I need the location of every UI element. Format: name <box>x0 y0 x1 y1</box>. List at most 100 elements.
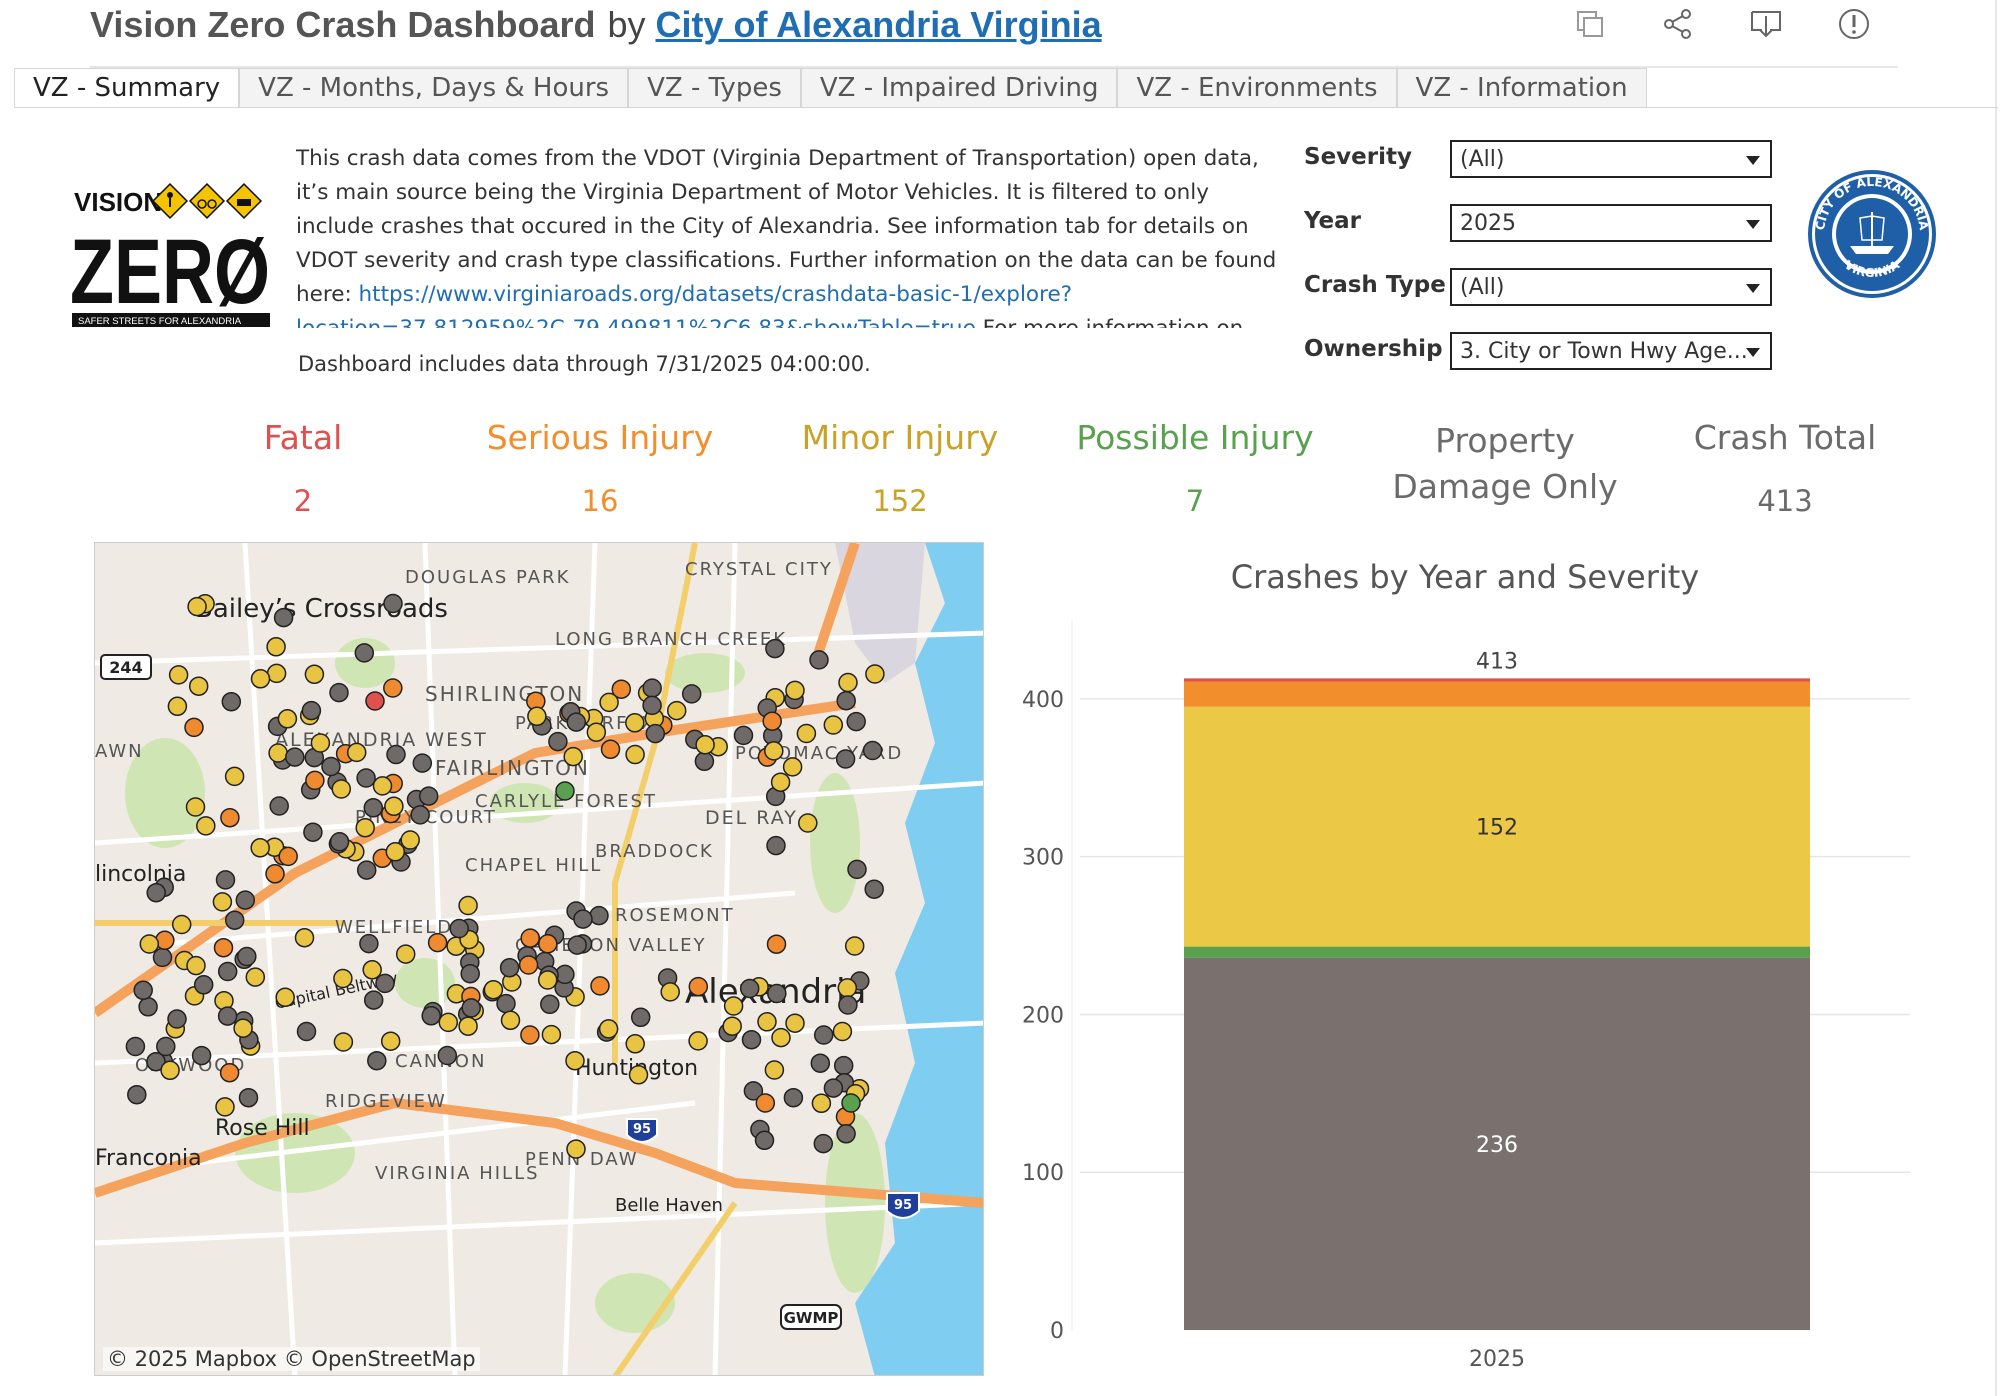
crash-point[interactable] <box>837 978 858 998</box>
tab-types[interactable]: VZ - Types <box>628 68 801 107</box>
crash-point[interactable] <box>268 743 288 763</box>
crash-point[interactable] <box>224 910 245 930</box>
crash-point[interactable] <box>187 596 207 617</box>
crash-point[interactable] <box>846 711 866 732</box>
crash-point[interactable] <box>400 830 420 850</box>
crash-point[interactable] <box>383 678 403 698</box>
crash-point[interactable] <box>586 722 607 742</box>
crash-point[interactable] <box>566 1139 586 1159</box>
crash-point[interactable] <box>782 757 803 777</box>
tab-summary[interactable]: VZ - Summary <box>14 68 240 107</box>
download-icon[interactable] <box>1748 6 1784 42</box>
crash-point[interactable] <box>168 665 189 685</box>
crash-point[interactable] <box>217 1006 238 1026</box>
crash-point[interactable] <box>363 990 384 1010</box>
crash-point[interactable] <box>238 1087 259 1108</box>
tab-months-days-hours[interactable]: VZ - Months, Days & Hours <box>239 68 629 107</box>
crash-point[interactable] <box>224 766 245 787</box>
crash-point[interactable] <box>305 770 325 791</box>
crash-point[interactable] <box>835 749 856 769</box>
crash-point[interactable] <box>185 797 206 817</box>
crash-point[interactable] <box>380 1031 401 1051</box>
crash-point[interactable] <box>269 796 289 816</box>
crash-point[interactable] <box>771 1027 791 1048</box>
crash-point[interactable] <box>660 982 680 1002</box>
crash-point[interactable] <box>796 723 817 744</box>
crash-point[interactable] <box>764 1060 785 1080</box>
crash-point[interactable] <box>362 960 382 980</box>
crash-point[interactable] <box>628 1065 649 1085</box>
crash-point[interactable] <box>841 1093 861 1113</box>
crash-point[interactable] <box>138 997 158 1017</box>
crash-point[interactable] <box>625 713 645 733</box>
crash-point[interactable] <box>215 870 236 890</box>
crash-point[interactable] <box>743 1081 764 1101</box>
crash-point[interactable] <box>346 742 367 763</box>
crash-point[interactable] <box>212 892 233 912</box>
crash-point[interactable] <box>625 1034 645 1054</box>
crash-point[interactable] <box>598 1019 619 1039</box>
crash-point[interactable] <box>642 695 662 716</box>
crash-point[interactable] <box>499 957 520 978</box>
crash-point[interactable] <box>458 895 478 916</box>
crash-point[interactable] <box>694 751 715 772</box>
crash-point[interactable] <box>266 637 286 657</box>
crash-point[interactable] <box>811 1093 832 1114</box>
map-canvas[interactable]: DOUGLAS PARK CRYSTAL CITY Bailey’s Crossro… <box>95 543 984 1376</box>
author-link[interactable]: City of Alexandria Virginia <box>655 4 1102 45</box>
crash-point[interactable] <box>785 680 805 701</box>
crash-point[interactable] <box>186 955 206 976</box>
crash-point[interactable] <box>278 846 298 867</box>
crash-point[interactable] <box>395 944 416 964</box>
map-attribution[interactable]: © 2025 Mapbox © OpenStreetMap <box>103 1347 480 1371</box>
crash-point[interactable] <box>723 996 744 1016</box>
crash-point[interactable] <box>823 715 844 735</box>
crash-point[interactable] <box>527 706 547 727</box>
crash-point[interactable] <box>167 1009 187 1029</box>
crash-point[interactable] <box>518 955 539 975</box>
crash-point[interactable] <box>303 822 323 842</box>
crash-point[interactable] <box>125 1036 146 1057</box>
crash-point[interactable] <box>354 643 375 663</box>
crash-point[interactable] <box>127 1084 147 1105</box>
crash-point[interactable] <box>642 678 662 698</box>
crash-point[interactable] <box>220 807 240 828</box>
crash-point[interactable] <box>146 882 166 903</box>
crash-point[interactable] <box>384 796 404 817</box>
tab-environments[interactable]: VZ - Environments <box>1117 68 1397 107</box>
crash-point[interactable] <box>630 1007 651 1028</box>
crash-point[interactable] <box>410 805 430 825</box>
crash-point[interactable] <box>566 712 587 732</box>
crash-point[interactable] <box>590 976 610 996</box>
crash-point[interactable] <box>754 1130 775 1151</box>
tab-information[interactable]: VZ - Information <box>1396 68 1647 107</box>
crash-point[interactable] <box>386 744 406 765</box>
crash-point[interactable] <box>167 696 188 717</box>
crash-point[interactable] <box>541 1024 562 1045</box>
crash-point[interactable] <box>412 753 433 773</box>
crash-point[interactable] <box>600 739 621 760</box>
crash-point[interactable] <box>156 1036 176 1057</box>
crash-point[interactable] <box>770 772 791 792</box>
crash-point[interactable] <box>733 725 754 746</box>
crash-point[interactable] <box>139 934 160 954</box>
crash-point[interactable] <box>722 1016 742 1036</box>
crash-point[interactable] <box>739 978 760 999</box>
crash-point[interactable] <box>765 638 785 659</box>
crash-map[interactable]: DOUGLAS PARK CRYSTAL CITY Bailey’s Crossro… <box>94 542 984 1376</box>
filter-year-select[interactable]: 2025 <box>1450 204 1772 242</box>
crash-point[interactable] <box>538 934 558 954</box>
crash-point[interactable] <box>333 968 353 989</box>
crash-point[interactable] <box>329 682 349 703</box>
crash-point[interactable] <box>762 711 782 731</box>
crash-point[interactable] <box>449 918 469 939</box>
crash-point[interactable] <box>296 1021 317 1042</box>
crash-point[interactable] <box>645 723 666 744</box>
crash-point[interactable] <box>329 832 350 852</box>
crash-point[interactable] <box>191 1045 212 1066</box>
crash-point[interactable] <box>798 813 818 833</box>
crash-point[interactable] <box>438 1012 459 1033</box>
crash-point[interactable] <box>589 905 609 926</box>
crash-point[interactable] <box>188 676 209 696</box>
crash-point[interactable] <box>836 690 856 711</box>
